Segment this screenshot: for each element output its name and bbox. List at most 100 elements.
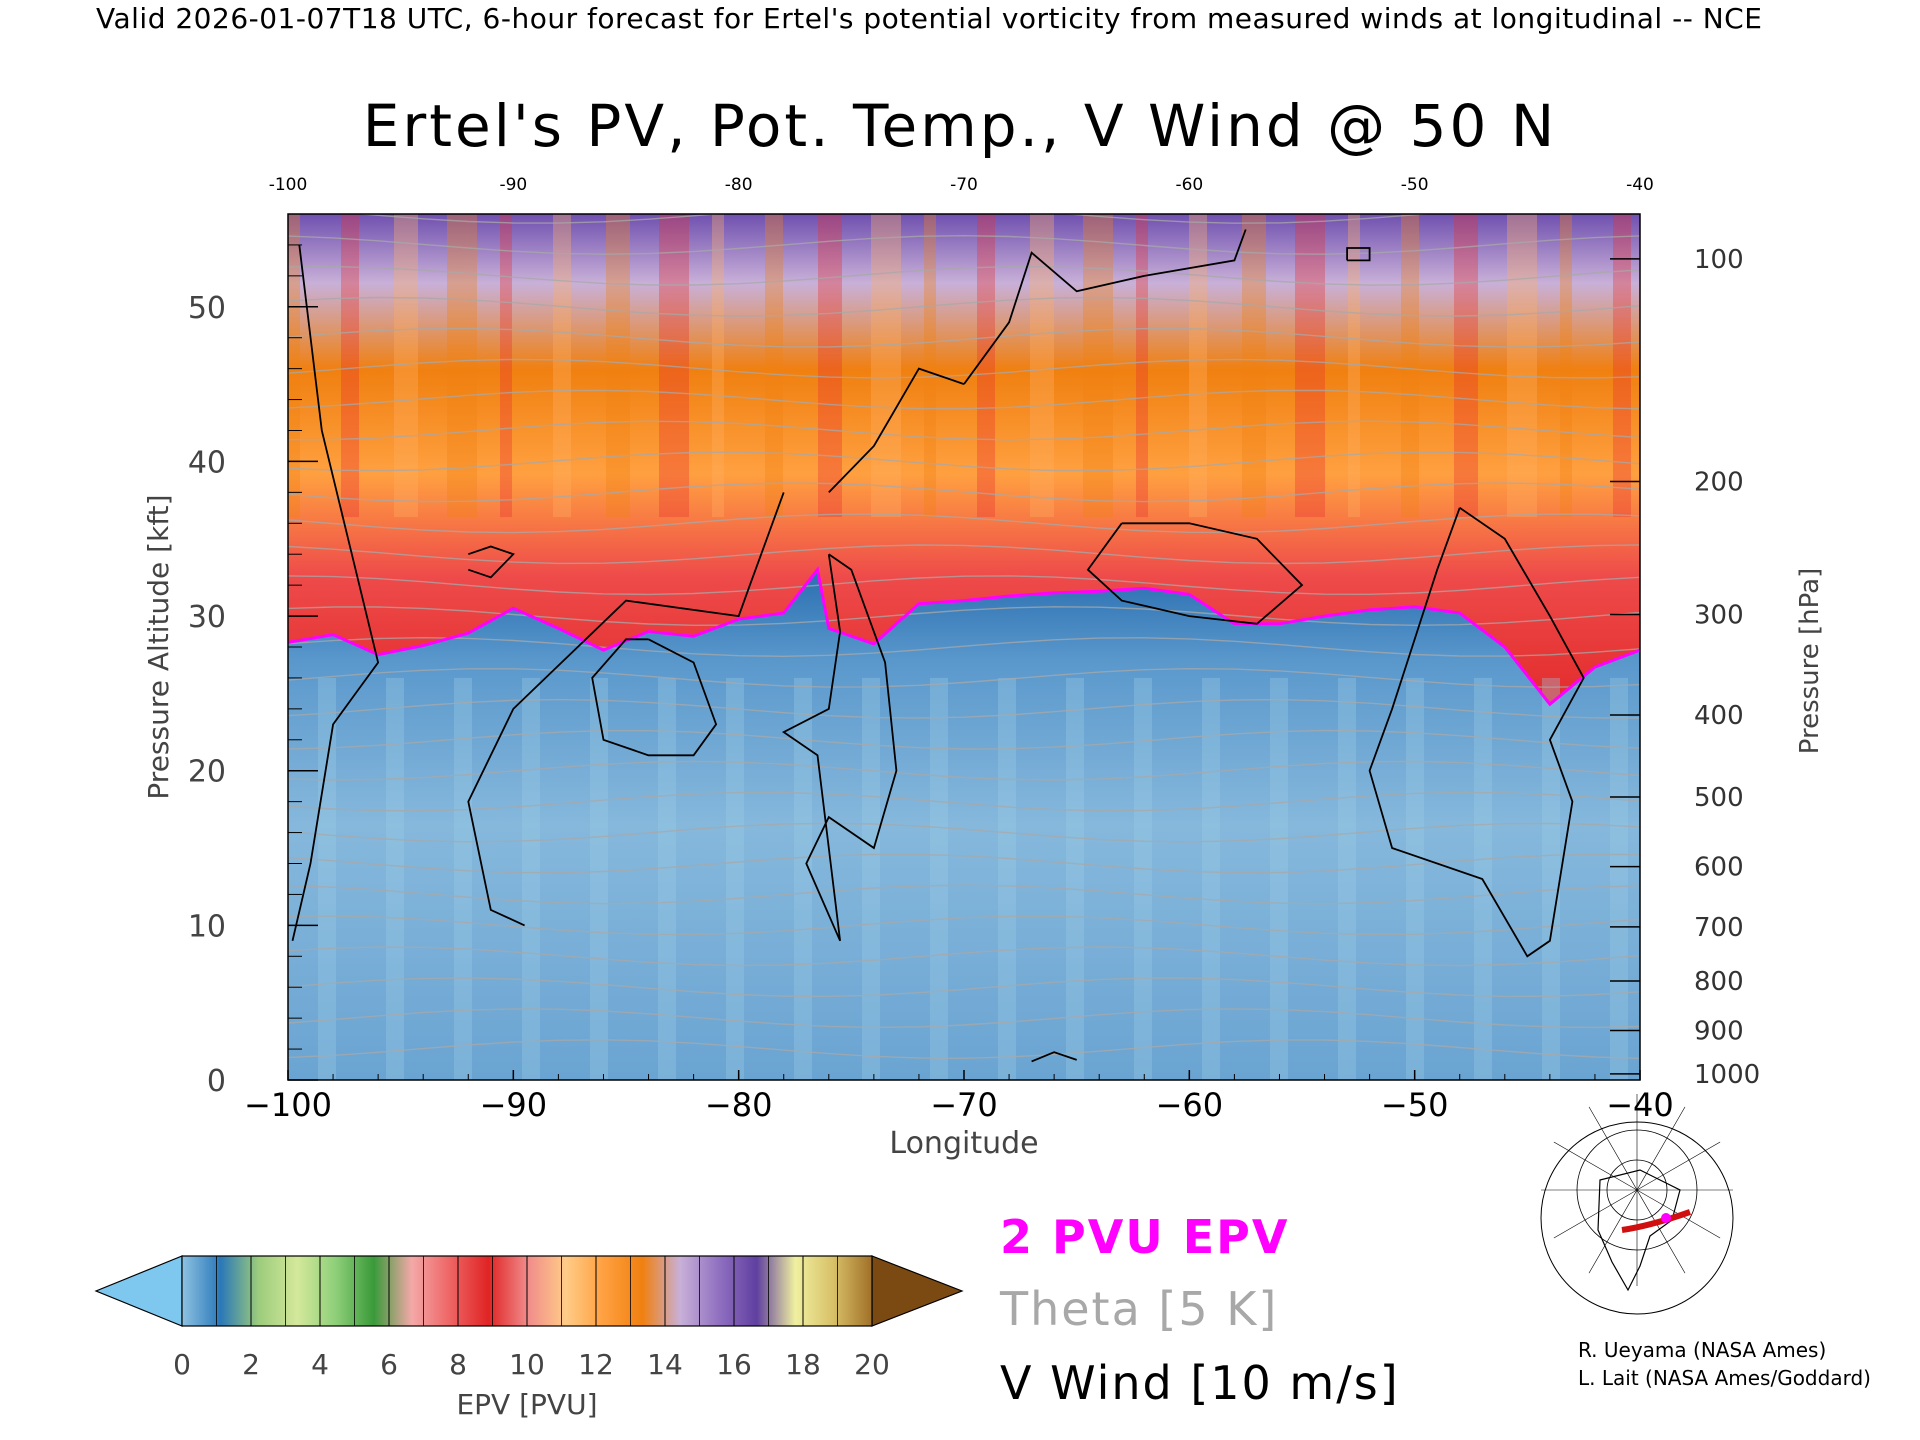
x-tick-label: −60 bbox=[1156, 1086, 1224, 1124]
locator-meridian bbox=[1553, 1141, 1721, 1239]
stratosphere-streak bbox=[1454, 214, 1478, 518]
colorbar-tick-label: 2 bbox=[242, 1348, 260, 1381]
x-tick-label: −100 bbox=[244, 1086, 332, 1124]
troposphere-streak bbox=[794, 677, 812, 1080]
credit-line-1: R. Ueyama (NASA Ames) bbox=[1578, 1338, 1827, 1362]
theta-contour bbox=[288, 822, 1640, 843]
colorbar-label: EPV [PVU] bbox=[456, 1388, 597, 1421]
stratosphere-streak bbox=[1189, 214, 1207, 518]
troposphere-streak bbox=[658, 677, 676, 1080]
legend-theta-label: Theta [5 K] bbox=[1000, 1282, 1279, 1336]
x-tick-label: −80 bbox=[705, 1086, 773, 1124]
stratosphere-streak bbox=[1507, 214, 1537, 518]
vwind-contour bbox=[1031, 1051, 1077, 1063]
y-tick-label: 10 bbox=[188, 909, 226, 944]
vwind-contour bbox=[467, 492, 785, 927]
legend-vwind-label: V Wind [10 m/s] bbox=[1000, 1356, 1400, 1410]
theta-contour bbox=[353, 214, 1433, 224]
top-x-tick-label: -70 bbox=[950, 175, 978, 195]
troposphere-streak bbox=[726, 677, 744, 1080]
y-axis-label: Pressure Altitude [kft] bbox=[142, 494, 175, 799]
stratosphere-streak bbox=[500, 214, 512, 518]
theta-contour bbox=[288, 513, 1640, 534]
theta-contour bbox=[288, 327, 1640, 348]
colorbar-tick-label: 8 bbox=[449, 1348, 467, 1381]
theta-contour bbox=[288, 884, 1640, 905]
vwind-contour bbox=[963, 229, 1247, 385]
theta-contour bbox=[288, 420, 1640, 441]
vwind-contour bbox=[591, 638, 718, 757]
top-x-tick-label: -90 bbox=[499, 175, 527, 195]
stratosphere-streak bbox=[977, 214, 995, 518]
troposphere-streak bbox=[1134, 677, 1152, 1080]
stratosphere-streak bbox=[1348, 214, 1360, 518]
x-tick-label: −70 bbox=[930, 1086, 998, 1124]
y-tick-label: 40 bbox=[188, 445, 226, 480]
y-tick-label: 0 bbox=[207, 1064, 226, 1099]
colorbar-tick-label: 0 bbox=[173, 1348, 191, 1381]
theta-contour bbox=[288, 389, 1640, 410]
stratosphere-streak bbox=[341, 214, 359, 518]
pressure-tick-label: 900 bbox=[1694, 1017, 1744, 1047]
top-x-tick-label: -60 bbox=[1175, 175, 1203, 195]
theta-contour bbox=[288, 358, 1640, 379]
stratosphere-streak bbox=[447, 214, 477, 518]
stratosphere-streak bbox=[818, 214, 842, 518]
theta-contour bbox=[288, 265, 1640, 286]
top-x-tick-label: -40 bbox=[1626, 175, 1654, 195]
pressure-tick-label: 100 bbox=[1694, 245, 1744, 275]
pressure-tick-label: 600 bbox=[1694, 853, 1744, 883]
colorbar-tick-label: 6 bbox=[380, 1348, 398, 1381]
colorbar-under-arrow bbox=[94, 1255, 183, 1327]
theta-contour bbox=[288, 698, 1640, 719]
theta-contour bbox=[288, 915, 1640, 936]
troposphere-streak bbox=[454, 677, 472, 1080]
stratosphere-streak bbox=[394, 214, 418, 518]
x-axis-label: Longitude bbox=[889, 1126, 1038, 1161]
colorbar-tick-label: 12 bbox=[578, 1348, 614, 1381]
troposphere-streak bbox=[1610, 677, 1628, 1080]
y-tick-label: 30 bbox=[188, 600, 226, 635]
stratosphere-streak bbox=[871, 214, 901, 518]
y-tick-label: 20 bbox=[188, 755, 226, 790]
stratosphere-streak bbox=[1560, 214, 1572, 518]
stratosphere-streak bbox=[553, 214, 571, 518]
troposphere-streak bbox=[522, 677, 540, 1080]
top-x-tick-label: -80 bbox=[725, 175, 753, 195]
theta-contour bbox=[288, 729, 1640, 750]
x-tick-label: −50 bbox=[1381, 1086, 1449, 1124]
y-tick-label: 50 bbox=[188, 291, 226, 326]
troposphere-streak bbox=[318, 677, 336, 1080]
top-x-tick-label: -50 bbox=[1401, 175, 1429, 195]
stratosphere-streak bbox=[924, 214, 936, 518]
theta-contour bbox=[288, 853, 1640, 874]
colorbar-tick-label: 4 bbox=[311, 1348, 329, 1381]
pressure-tick-label: 700 bbox=[1694, 913, 1744, 943]
legend-pv2-label: 2 PVU EPV bbox=[1000, 1210, 1290, 1264]
stratosphere-streak bbox=[288, 214, 300, 518]
stratosphere-streak bbox=[1136, 214, 1148, 518]
colorbar-tick-label: 18 bbox=[785, 1348, 821, 1381]
forecast-caption: Valid 2026-01-07T18 UTC, 6-hour forecast… bbox=[96, 2, 1763, 35]
theta-contour bbox=[288, 977, 1640, 998]
theta-contour bbox=[288, 606, 1640, 627]
vwind-contour bbox=[781, 553, 898, 942]
troposphere-streak bbox=[1406, 677, 1424, 1080]
troposphere-streak bbox=[1338, 677, 1356, 1080]
vwind-contour bbox=[1086, 522, 1304, 625]
stratosphere-streak bbox=[1613, 214, 1631, 518]
theta-contour bbox=[288, 1039, 1640, 1060]
theta-contour bbox=[288, 234, 1640, 255]
colorbar-tick-label: 14 bbox=[647, 1348, 683, 1381]
credit-line-2: L. Lait (NASA Ames/Goddard) bbox=[1578, 1366, 1871, 1390]
x-tick-label: −40 bbox=[1606, 1086, 1674, 1124]
plot-title: Ertel's PV, Pot. Temp., V Wind @ 50 N bbox=[362, 92, 1558, 160]
theta-contour bbox=[288, 451, 1640, 472]
theta-contour bbox=[288, 1008, 1640, 1029]
stratosphere-streak bbox=[1242, 214, 1266, 518]
stratosphere-streak bbox=[765, 214, 783, 518]
vwind-contour bbox=[291, 244, 380, 942]
troposphere-fill bbox=[288, 569, 1640, 1080]
pressure-tick-label: 500 bbox=[1694, 783, 1744, 813]
pressure-tick-label: 400 bbox=[1694, 701, 1744, 731]
